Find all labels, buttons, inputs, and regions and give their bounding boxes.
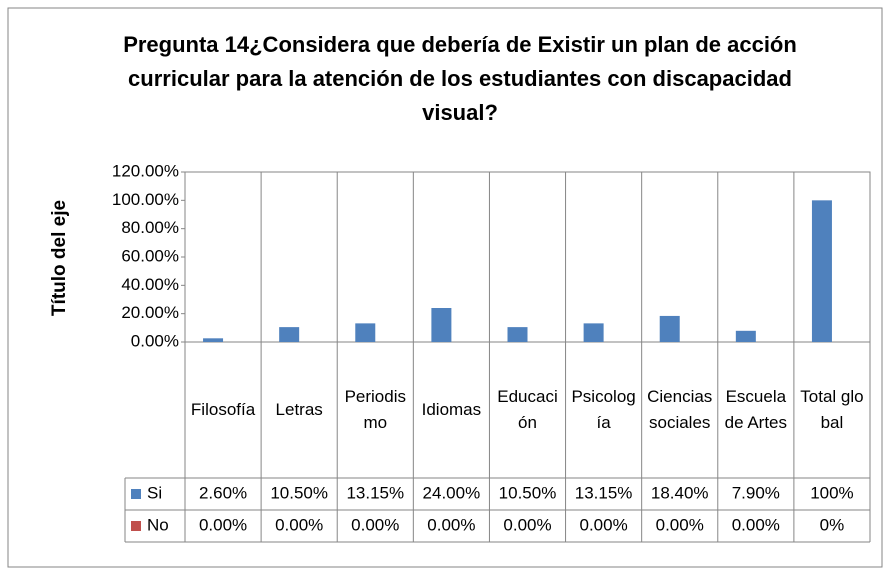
x-tick-label: Psicología <box>571 387 636 432</box>
bar <box>279 327 300 342</box>
y-tick-label: 80.00% <box>121 218 179 237</box>
x-tick-label-box: Ciencias sociales <box>647 387 713 432</box>
legend-label: Si <box>147 483 162 502</box>
bar <box>583 323 604 342</box>
y-tick-label: 20.00% <box>121 303 179 322</box>
data-label: 0% <box>820 515 845 534</box>
y-axis-title: Título del eje <box>49 200 70 316</box>
data-label: 10.50% <box>499 483 557 502</box>
x-tick-label-box: Filosofía <box>190 400 256 419</box>
chart-border <box>7 7 883 568</box>
data-label: 13.15% <box>346 483 404 502</box>
legend-swatch <box>131 521 141 531</box>
data-label: 7.90% <box>732 483 780 502</box>
data-label: 0.00% <box>503 515 551 534</box>
data-label: 0.00% <box>656 515 704 534</box>
data-label: 100% <box>810 483 853 502</box>
data-label: 0.00% <box>199 515 247 534</box>
x-tick-label-box: Total global <box>800 387 864 432</box>
data-label: 0.00% <box>275 515 323 534</box>
bar <box>659 315 680 342</box>
data-label: 2.60% <box>199 483 247 502</box>
y-tick-label: 60.00% <box>121 246 179 265</box>
bar <box>811 200 832 342</box>
bar <box>203 338 224 342</box>
legend-label: No <box>147 515 169 534</box>
x-tick-label: Ciencias sociales <box>647 387 713 432</box>
x-tick-label: Total global <box>800 387 864 432</box>
x-tick-label: Idiomas <box>421 400 482 419</box>
data-label: 0.00% <box>732 515 780 534</box>
bar <box>735 330 756 342</box>
bar <box>355 323 376 342</box>
x-tick-label: Letras <box>275 400 323 419</box>
data-label: 0.00% <box>580 515 628 534</box>
x-tick-label-box: Idiomas <box>421 400 482 419</box>
legend-swatch <box>131 489 141 499</box>
x-tick-label-box: Letras <box>275 400 323 419</box>
data-label: 10.50% <box>270 483 328 502</box>
chart-title-box: Pregunta 14¿Considera que debería de Exi… <box>123 32 797 125</box>
x-tick-label: Educación <box>497 387 558 432</box>
y-tick-label: 0.00% <box>131 331 179 350</box>
x-tick-label-box: Educación <box>497 387 558 432</box>
y-tick-label: 120.00% <box>112 161 179 180</box>
data-label: 0.00% <box>351 515 399 534</box>
bar <box>507 327 528 342</box>
bar <box>431 308 452 342</box>
x-tick-label-box: Periodismo <box>344 387 406 432</box>
x-tick-label: Escuela de Artes <box>724 387 787 432</box>
data-label: 0.00% <box>427 515 475 534</box>
x-tick-label-box: Psicología <box>571 387 636 432</box>
data-label: 18.40% <box>651 483 709 502</box>
y-tick-label: 40.00% <box>121 275 179 294</box>
x-tick-label: Filosofía <box>190 400 256 419</box>
y-tick-label: 100.00% <box>112 190 179 209</box>
chart-title: Pregunta 14¿Considera que debería de Exi… <box>123 32 797 125</box>
x-tick-label-box: Escuela de Artes <box>724 387 787 432</box>
x-tick-label: Periodismo <box>344 387 406 432</box>
data-label: 13.15% <box>575 483 633 502</box>
data-label: 24.00% <box>423 483 481 502</box>
